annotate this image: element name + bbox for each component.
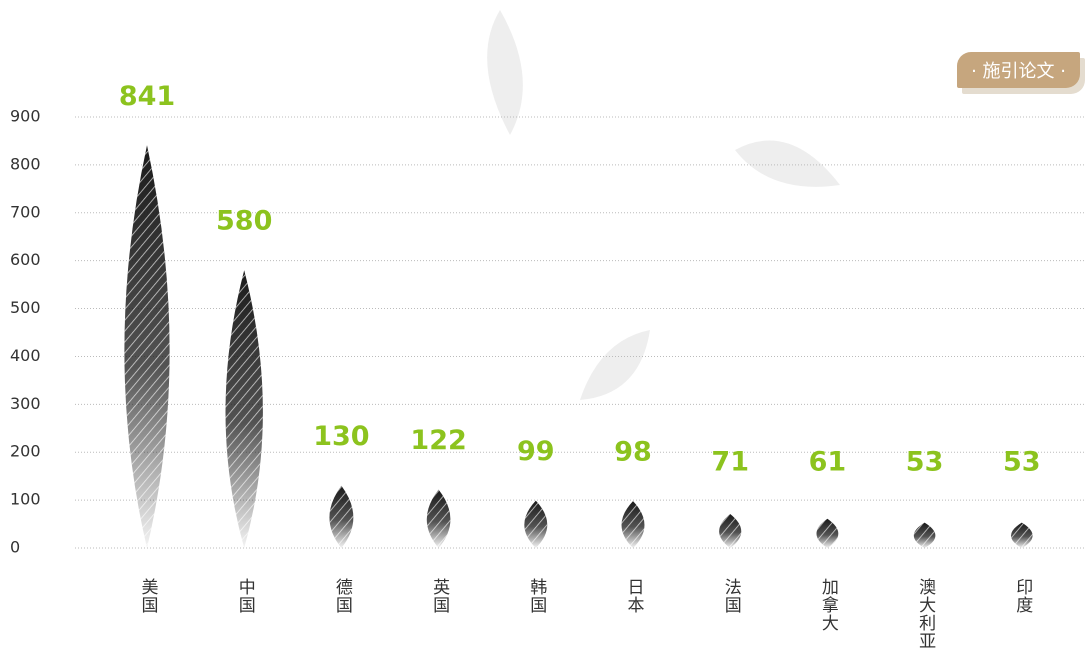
leaf xyxy=(329,486,353,548)
y-tick-label: 800 xyxy=(10,154,41,173)
y-tick-label: 900 xyxy=(10,107,41,126)
y-tick-label: 700 xyxy=(10,202,41,221)
decor xyxy=(487,10,840,400)
y-tick-label: 500 xyxy=(10,298,41,317)
chart-canvas: 0 100 200 300 400 500 600 700 800 900 841 580 130 122… xyxy=(0,0,1086,660)
value-label: 130 xyxy=(313,421,369,452)
x-tick-label: 澳大利亚 xyxy=(916,578,933,650)
y-tick-label: 600 xyxy=(10,250,41,269)
x-tick-label: 加拿大 xyxy=(819,578,836,632)
leaf xyxy=(816,519,838,548)
chart: 0 100 200 300 400 500 600 700 800 900 841 580 130 122… xyxy=(0,0,1086,660)
y-tick-label: 300 xyxy=(10,394,41,413)
x-tick-label: 日本 xyxy=(625,578,642,614)
leaf xyxy=(719,514,741,548)
value-label: 98 xyxy=(614,437,652,468)
leaf xyxy=(124,145,169,548)
y-tick-label: 0 xyxy=(10,538,20,557)
x-tick-label: 韩国 xyxy=(527,578,544,614)
x-tick-label: 中国 xyxy=(236,578,253,614)
y-tick-label: 100 xyxy=(10,490,41,509)
value-label: 99 xyxy=(517,436,555,467)
x-tick-label: 印度 xyxy=(1013,578,1030,614)
value-label: 53 xyxy=(906,447,944,478)
value-label: 580 xyxy=(216,206,272,237)
leaf xyxy=(427,490,451,548)
y-tick-label: 400 xyxy=(10,346,41,365)
x-tick-label: 法国 xyxy=(722,578,739,614)
value-label: 61 xyxy=(809,447,847,478)
value-label: 53 xyxy=(1003,447,1041,478)
leaf xyxy=(226,270,263,548)
value-label: 71 xyxy=(711,447,749,478)
leaf xyxy=(914,523,936,548)
leaf xyxy=(1011,523,1033,548)
leaf xyxy=(622,501,645,548)
x-tick-label: 英国 xyxy=(430,578,447,614)
value-label: 122 xyxy=(410,425,466,456)
value-label: 841 xyxy=(119,81,175,112)
x-tick-label: 德国 xyxy=(333,578,350,614)
y-tick-label: 200 xyxy=(10,442,41,461)
leaf xyxy=(524,501,547,548)
x-tick-label: 美国 xyxy=(139,578,156,614)
legend: · 施引论文 · xyxy=(957,52,1080,88)
